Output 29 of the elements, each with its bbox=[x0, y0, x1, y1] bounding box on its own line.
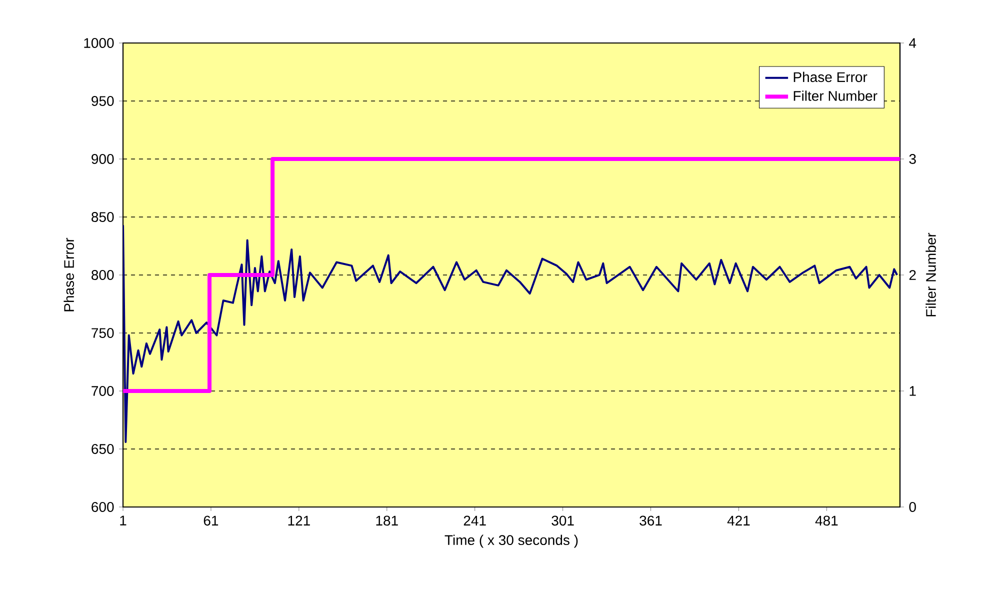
y-tick-label: 750 bbox=[92, 328, 114, 338]
x-tick-label: 121 bbox=[288, 516, 310, 526]
y-axis-title: Phase Error bbox=[64, 238, 74, 312]
x-tick-label: 361 bbox=[640, 516, 662, 526]
x-tick-label: 481 bbox=[815, 516, 838, 526]
x-tick-label: 1 bbox=[120, 516, 126, 526]
y2-tick-label: 4 bbox=[909, 38, 916, 48]
y-tick-label: 700 bbox=[92, 386, 114, 396]
line-series bbox=[123, 224, 898, 444]
y2-tick-label: 0 bbox=[909, 502, 916, 512]
x-tick-label: 301 bbox=[552, 516, 574, 526]
legend-label: Filter Number bbox=[794, 90, 878, 101]
x-tick-label: 181 bbox=[376, 516, 398, 526]
y-tick-label: 650 bbox=[92, 444, 114, 454]
y-tick-label: 800 bbox=[92, 270, 114, 280]
y2-axis-title: Filter Number bbox=[926, 232, 936, 316]
legend-label: Phase Error bbox=[794, 72, 868, 82]
x-axis-title: Time ( x 30 seconds ) bbox=[444, 534, 578, 548]
y-tick-label: 600 bbox=[92, 502, 114, 512]
x-tick-label: 61 bbox=[204, 516, 218, 526]
y-tick-label: 950 bbox=[92, 96, 114, 106]
y2-tick-label: 1 bbox=[910, 386, 916, 396]
x-tick-label: 241 bbox=[464, 516, 486, 526]
y-tick-label: 850 bbox=[92, 212, 114, 222]
y-tick-label: 1000 bbox=[84, 38, 114, 48]
x-tick-label: 421 bbox=[727, 516, 750, 526]
y-tick-label: 900 bbox=[92, 154, 114, 164]
y2-tick-label: 2 bbox=[909, 270, 916, 280]
y2-tick-label: 3 bbox=[909, 154, 916, 164]
